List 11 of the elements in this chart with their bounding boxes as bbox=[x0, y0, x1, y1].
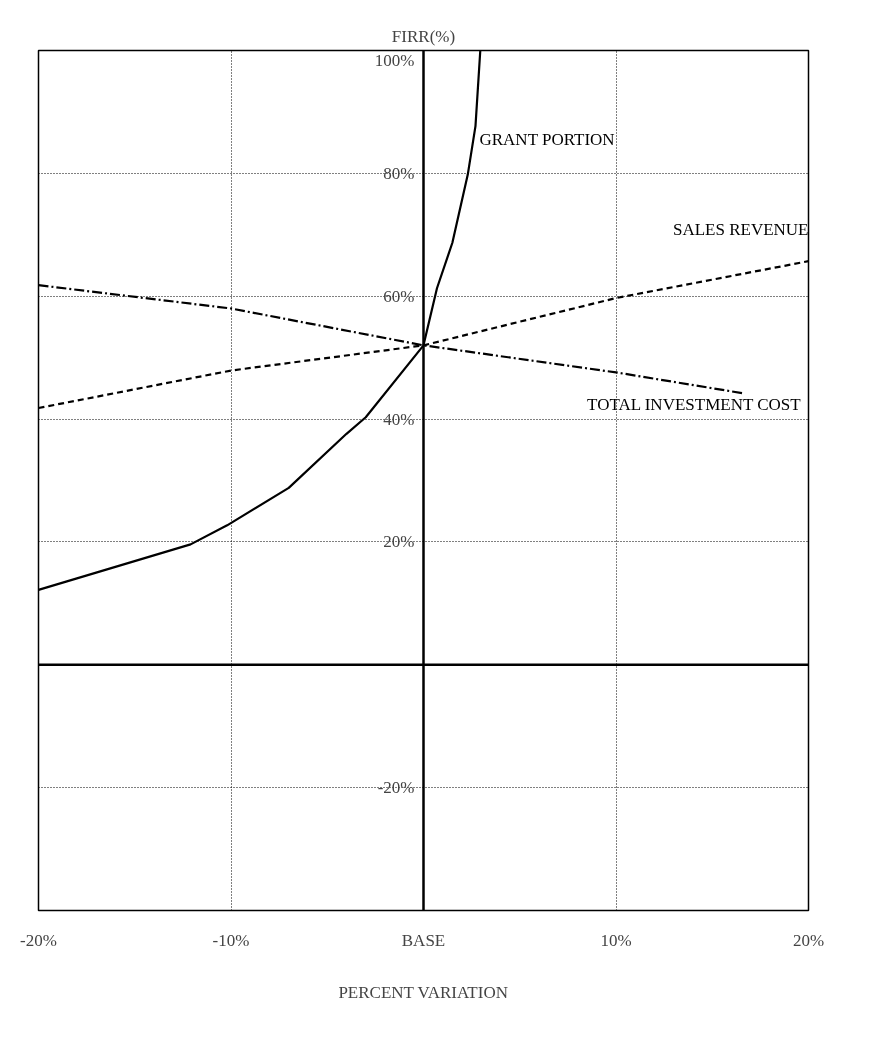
series-label: GRANT PORTION bbox=[479, 130, 615, 150]
x-tick-label: -10% bbox=[212, 930, 250, 950]
y-axis-title: FIRR(%) bbox=[391, 26, 456, 46]
x-tick-label: -20% bbox=[20, 930, 57, 950]
x-axis-title: PERCENT VARIATION bbox=[338, 982, 508, 1002]
series-label: SALES REVENUE bbox=[672, 220, 809, 240]
y-tick-label: 100% bbox=[374, 50, 415, 70]
x-tick-label: 20% bbox=[792, 930, 825, 950]
series-label: TOTAL INVESTMENT COST bbox=[587, 395, 802, 415]
x-tick-label: BASE bbox=[401, 930, 446, 950]
x-tick-label: 10% bbox=[600, 930, 632, 950]
